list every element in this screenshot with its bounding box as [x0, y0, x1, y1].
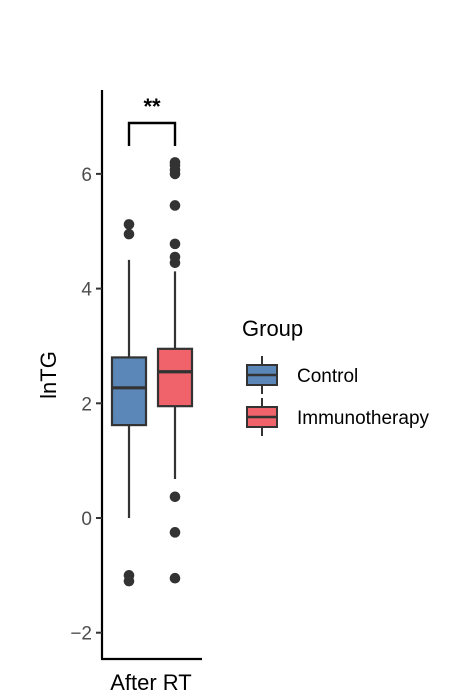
box-iqr	[110, 356, 148, 427]
bracket-line	[127, 121, 177, 146]
y-ticks: −2 0 2 4 6	[70, 165, 102, 645]
outlier-point	[169, 572, 181, 584]
y-tick-label: 0	[81, 509, 92, 530]
outlier-point	[123, 219, 135, 230]
outlier-point	[169, 200, 181, 211]
legend: Group Control Immunotherapy	[242, 316, 430, 436]
y-tick-label: 6	[81, 165, 92, 186]
outlier-point	[169, 157, 181, 168]
legend-label: Control	[297, 366, 358, 387]
y-tick-label: −2	[70, 624, 92, 645]
box-control	[110, 219, 148, 587]
outlier-point	[169, 251, 181, 263]
legend-key-immunotherapy: Immunotherapy	[246, 398, 430, 436]
y-tick-label: 4	[81, 280, 92, 301]
significance-bracket: **	[127, 94, 177, 146]
outlier-point	[123, 575, 135, 587]
box-iqr	[156, 347, 194, 408]
outlier-point	[123, 228, 135, 240]
outlier-point	[169, 238, 181, 250]
y-tick-label: 2	[81, 394, 92, 415]
legend-title: Group	[242, 316, 303, 341]
y-axis-title: lnTG	[36, 351, 61, 399]
legend-label: Immunotherapy	[297, 408, 430, 429]
x-category-label: After RT	[110, 670, 192, 693]
outlier-point	[169, 491, 181, 503]
legend-key-control: Control	[246, 356, 358, 394]
significance-label: **	[143, 94, 161, 119]
box-immunotherapy	[156, 157, 194, 584]
outlier-point	[169, 527, 181, 538]
boxes	[110, 157, 194, 587]
